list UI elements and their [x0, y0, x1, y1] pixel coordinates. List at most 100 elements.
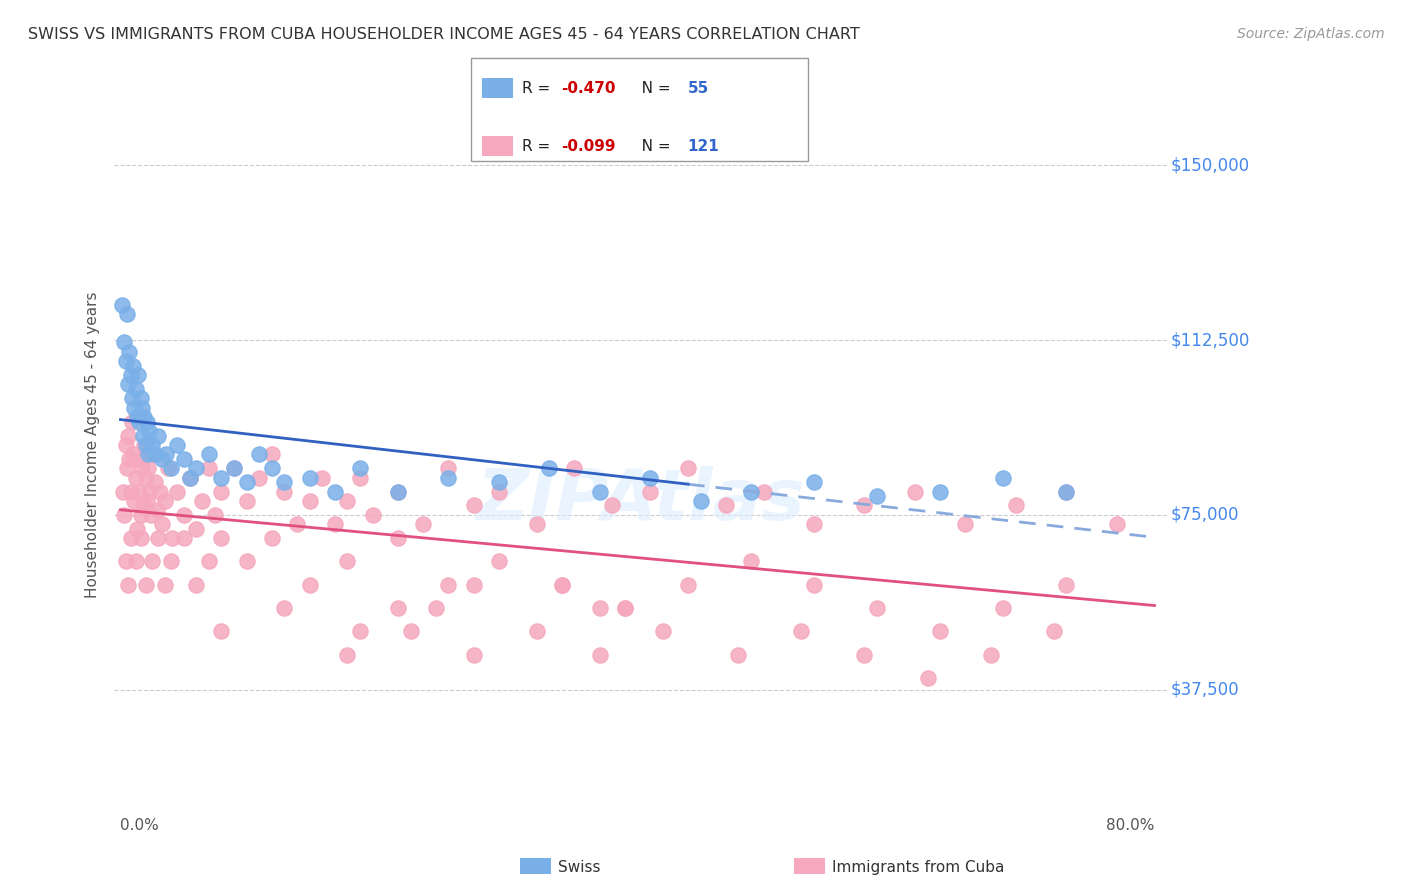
Point — [1054, 578, 1077, 592]
Point — [980, 648, 1002, 662]
Point — [118, 344, 141, 359]
Point — [150, 451, 173, 466]
Point — [387, 484, 409, 499]
Point — [803, 578, 825, 592]
Point — [117, 377, 139, 392]
Point — [955, 517, 977, 532]
Point — [273, 484, 295, 499]
Text: Immigrants from Cuba: Immigrants from Cuba — [832, 860, 1005, 874]
Point — [488, 484, 510, 499]
Point — [112, 508, 135, 522]
Point — [412, 517, 434, 532]
Point — [526, 624, 548, 639]
Point — [714, 499, 737, 513]
Point — [676, 461, 699, 475]
Point — [551, 578, 574, 592]
Point — [387, 484, 409, 499]
Point — [866, 489, 889, 503]
Point — [179, 470, 201, 484]
Point — [651, 624, 673, 639]
Point — [186, 522, 208, 536]
Point — [993, 470, 1015, 484]
Point — [727, 648, 749, 662]
Point — [463, 499, 485, 513]
Point — [803, 517, 825, 532]
Point — [121, 391, 143, 405]
Point — [125, 409, 148, 424]
Point — [136, 447, 159, 461]
Point — [323, 484, 346, 499]
Point — [118, 451, 141, 466]
Point — [131, 461, 153, 475]
Point — [929, 624, 952, 639]
Point — [136, 461, 159, 475]
Point — [235, 493, 257, 508]
Point — [134, 409, 156, 424]
Point — [150, 517, 173, 532]
Point — [121, 415, 143, 429]
Text: R =: R = — [522, 139, 555, 153]
Text: Source: ZipAtlas.com: Source: ZipAtlas.com — [1237, 27, 1385, 41]
Text: N =: N = — [627, 81, 675, 95]
Point — [790, 624, 813, 639]
Point — [132, 428, 155, 442]
Text: 0.0%: 0.0% — [121, 818, 159, 833]
Text: ZIPAtlas: ZIPAtlas — [477, 467, 804, 535]
Point — [141, 438, 163, 452]
Point — [285, 517, 308, 532]
Point — [613, 601, 636, 615]
Point — [127, 451, 149, 466]
Point — [600, 499, 623, 513]
Point — [128, 484, 150, 499]
Point — [676, 578, 699, 592]
Point — [124, 493, 146, 508]
Point — [437, 470, 460, 484]
Point — [336, 493, 359, 508]
Point — [127, 368, 149, 382]
Text: -0.099: -0.099 — [561, 139, 616, 153]
Point — [129, 531, 152, 545]
Point — [1054, 484, 1077, 499]
Text: SWISS VS IMMIGRANTS FROM CUBA HOUSEHOLDER INCOME AGES 45 - 64 YEARS CORRELATION : SWISS VS IMMIGRANTS FROM CUBA HOUSEHOLDE… — [28, 27, 860, 42]
Point — [173, 451, 195, 466]
Point — [463, 578, 485, 592]
Point — [222, 461, 245, 475]
Point — [197, 447, 219, 461]
Point — [437, 461, 460, 475]
Point — [638, 470, 661, 484]
Point — [124, 554, 146, 568]
Point — [853, 499, 876, 513]
Point — [148, 531, 170, 545]
Point — [111, 484, 134, 499]
Point — [589, 648, 612, 662]
Point — [613, 601, 636, 615]
Point — [124, 401, 146, 415]
Point — [166, 438, 188, 452]
Point — [197, 554, 219, 568]
Text: N =: N = — [627, 139, 675, 153]
Point — [247, 447, 270, 461]
Point — [139, 508, 162, 522]
Point — [120, 531, 142, 545]
Point — [273, 601, 295, 615]
Point — [526, 517, 548, 532]
Point — [117, 428, 139, 442]
Text: 80.0%: 80.0% — [1107, 818, 1154, 833]
Text: $75,000: $75,000 — [1171, 506, 1240, 524]
Point — [136, 493, 159, 508]
Point — [222, 461, 245, 475]
Point — [589, 484, 612, 499]
Point — [247, 470, 270, 484]
Point — [387, 531, 409, 545]
Point — [689, 493, 711, 508]
Point — [204, 508, 226, 522]
Point — [129, 391, 152, 405]
Point — [155, 447, 177, 461]
Point — [197, 461, 219, 475]
Point — [124, 382, 146, 396]
Point — [273, 475, 295, 490]
Point — [425, 601, 447, 615]
Point — [186, 578, 208, 592]
Point — [143, 447, 166, 461]
Point — [186, 461, 208, 475]
